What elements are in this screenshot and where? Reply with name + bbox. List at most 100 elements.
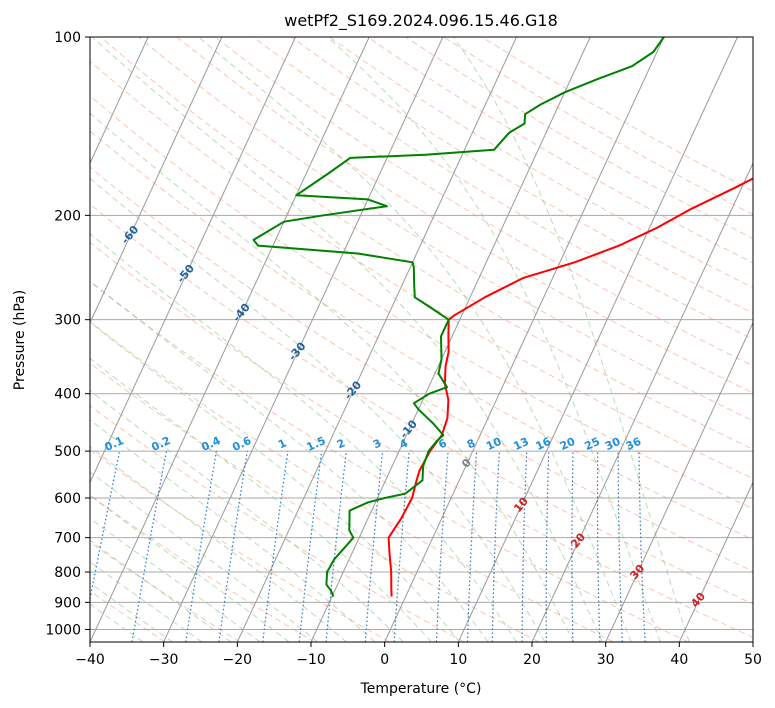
mixing-ratio-line [435,451,449,642]
mixing-ratio-line [218,451,248,642]
isotherm-line [90,37,149,165]
mixing-ratio-label: 20 [558,435,578,453]
dry-adiabat [90,362,540,642]
y-tick-label: 600 [54,491,81,507]
isotherm-label: -60 [119,223,142,247]
dry-adiabat [329,37,753,289]
isotherm-label: -50 [174,262,197,286]
mixing-ratio-line [638,451,646,642]
plot-area: 0.10.20.40.611.52346810131620253036-100-… [0,37,753,642]
isotherm-label: -40 [230,301,253,325]
y-tick-label: 500 [54,444,81,460]
x-tick-label: −10 [296,652,326,668]
dry-adiabat [90,95,753,510]
x-tick-label: −40 [75,652,105,668]
dry-adiabat [214,37,753,367]
moist-adiabat [198,37,632,642]
mixing-ratio-label: 25 [583,435,602,453]
mixing-ratio-label: 36 [624,435,644,453]
moist-adiabat [90,582,173,642]
temperature-profile-line [387,177,753,597]
x-tick-label: 30 [597,652,615,668]
isotherm-line [90,37,296,484]
isotherm-label: -30 [286,339,309,363]
dry-adiabat [90,449,390,642]
isotherm-label: 30 [628,562,648,582]
y-tick-label: 400 [54,387,81,403]
dry-adiabat [90,130,753,541]
dry-adiabat [90,280,689,642]
mixing-ratio-line [596,451,601,642]
y-axis-label: Pressure (hPa) [12,290,28,390]
dry-adiabat [90,321,614,642]
y-tick-label: 100 [54,30,81,46]
dry-adiabat [90,60,753,480]
moist-adiabat [327,37,661,642]
mixing-ratio-label: 16 [534,435,554,453]
isotherm-label: 40 [688,590,708,610]
y-tick-label: 900 [54,595,81,611]
moist-adiabat [90,390,404,642]
y-tick-label: 300 [54,313,81,329]
chart-title: wetPf2_S169.2024.096.15.46.G18 [284,11,558,31]
mixing-ratio-line [262,451,289,642]
x-tick-label: 50 [744,652,762,668]
mixing-ratio-label: 8 [465,436,477,451]
mixing-ratio-line [298,451,323,642]
moist-adiabat [91,37,603,642]
isotherm-line [678,481,753,642]
y-tick-label: 1000 [45,622,81,638]
dry-adiabat [90,494,315,642]
isotherm-line [90,37,223,324]
plot-frame [89,36,754,643]
mixing-ratio-label: 10 [484,435,504,453]
mixing-ratio-label: 2 [335,436,347,451]
mixing-ratio-label: 1 [276,436,288,451]
moist-adiabat [90,280,489,642]
mixing-ratio-line [185,450,218,642]
x-tick-label: 20 [523,652,541,668]
dry-adiabat [90,590,166,642]
moist-adiabat [452,37,690,642]
moist-adiabat [90,112,575,642]
mixing-ratio-label: 30 [603,435,623,453]
dry-adiabat [138,37,753,422]
dry-adiabat [405,37,753,240]
mixing-ratio-label: 13 [512,435,531,453]
y-tick-label: 200 [54,208,81,224]
moist-adiabat [90,539,232,642]
moist-adiabat [90,517,261,642]
moist-adiabat [90,471,319,642]
x-tick-label: 10 [449,652,467,668]
y-tick-label: 800 [54,565,81,581]
moist-adiabat [90,446,347,642]
isotherm-line [0,37,1,642]
x-tick-label: 0 [380,652,389,668]
moist-adiabat [90,561,203,642]
dry-adiabat [252,37,753,340]
mixing-ratio-line [545,451,550,642]
dry-adiabat [90,203,753,605]
moist-adiabat [90,233,517,642]
mixing-ratio-line [393,451,410,642]
x-axis-label: Temperature (°C) [360,681,482,697]
dry-adiabat [90,405,465,642]
isotherm-line [531,161,753,642]
mixing-ratio-label: 3 [371,436,383,451]
mixing-ratio-line [131,450,168,642]
isotherm-label: -20 [342,378,365,402]
isotherm-line [457,37,738,642]
x-tick-label: −30 [149,652,179,668]
moist-adiabat [90,357,432,642]
isotherm-label: -80 [7,145,30,169]
isotherm-line [90,37,370,642]
moist-adiabat [90,495,290,642]
dry-adiabat [443,37,753,216]
isotherm-line [310,37,591,642]
isotherm-line [752,640,753,642]
dewpoint-profile-line [252,37,665,597]
y-tick-label: 700 [54,531,81,547]
dry-adiabat [367,37,753,264]
x-tick-label: −20 [223,652,253,668]
